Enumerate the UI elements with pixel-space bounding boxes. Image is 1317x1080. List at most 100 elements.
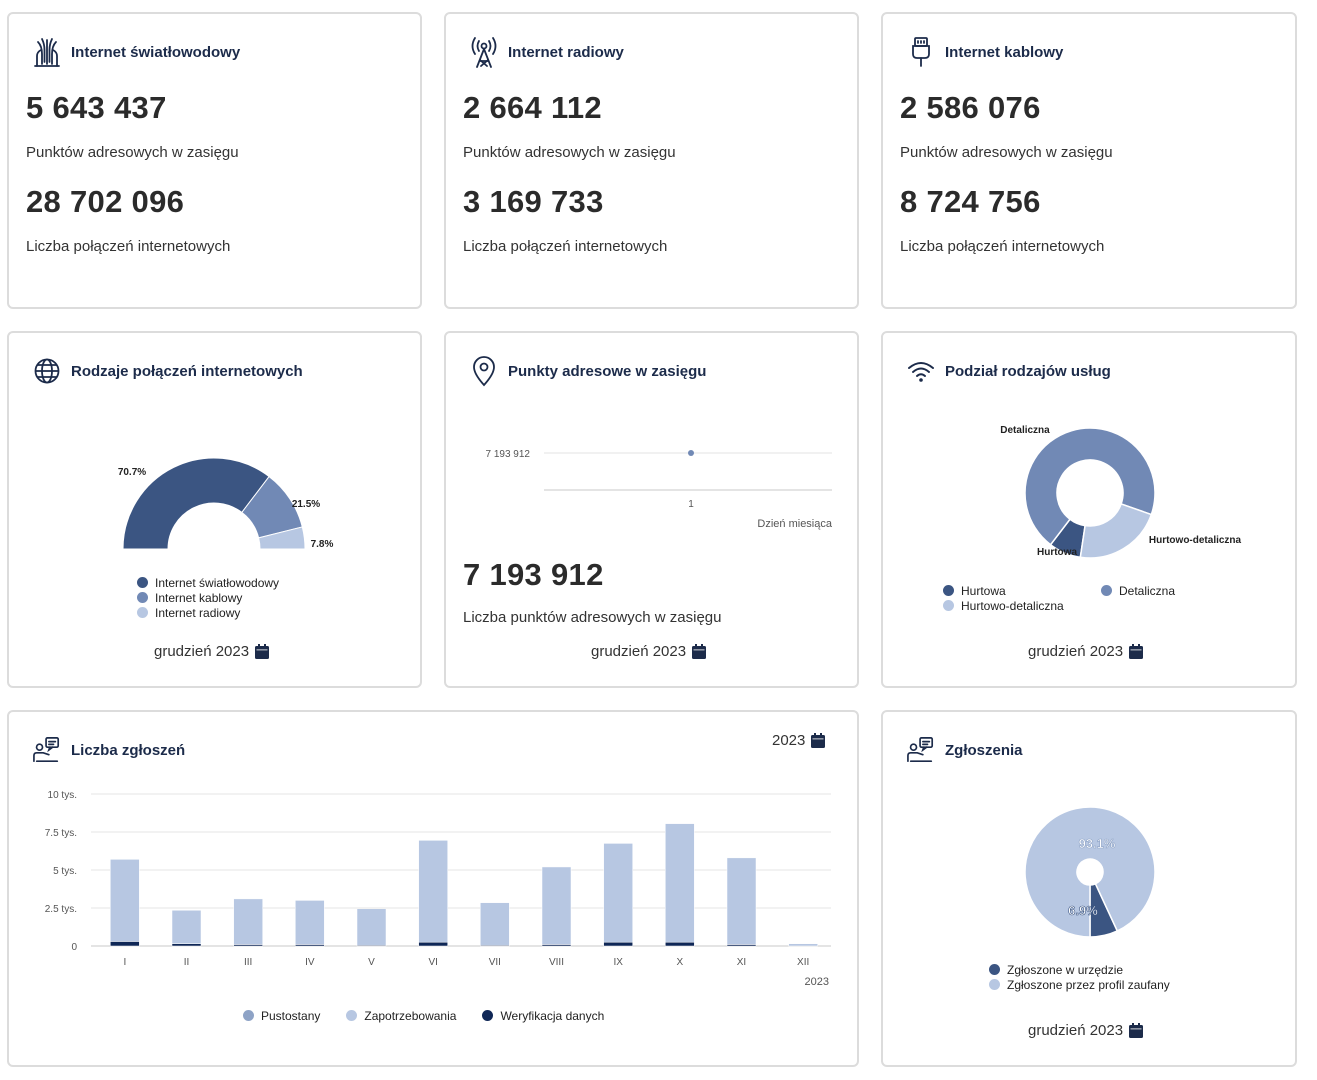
data-label: 93.1% [1079,836,1116,851]
submissions-card: Zgłoszenia 6.9% 93.1% Zgłoszone w urzędzi… [881,710,1297,1067]
calendar-icon[interactable] [811,733,826,748]
x-tick-label: V [368,957,375,968]
points-label: Punktów adresowych w zasięgu [900,144,1113,161]
data-label: 21.5% [292,499,320,510]
card-title: Liczba zgłoszeń [71,741,186,759]
data-label: Detaliczna [1000,425,1050,436]
date-selector[interactable]: grudzień 2023 [591,643,707,660]
legend-label: Pustostany [261,1008,321,1023]
donut-slice [1024,427,1156,546]
card-title: Punkty adresowe w zasięgu [508,362,707,380]
year-label: 2023 [772,732,806,749]
x-tick-label: X [676,957,683,968]
pie-slice [258,526,306,550]
x-tick-label: XII [797,957,809,968]
legend-label: Hurtowa [961,583,1006,598]
bar-segment [603,941,633,947]
date-selector[interactable]: grudzień 2023 [1028,643,1144,660]
legend-label: Zapotrzebowania [364,1008,457,1023]
reports-icon [907,737,934,763]
date-label: grudzień 2023 [154,643,250,660]
radio-tower-icon [471,37,497,68]
legend-item[interactable]: Zgłoszone w urzędzie [989,962,1170,977]
legend-item[interactable]: Zgłoszone przez profil zaufany [989,977,1170,992]
chart-legend: Zgłoszone w urzędzie Zgłoszone przez pro… [989,962,1170,992]
bar-segment [110,859,140,942]
legend-marker [989,979,1000,990]
connections-value: 28 702 096 [26,184,185,219]
legend-item[interactable]: Hurtowa [943,583,1101,598]
date-label: grudzień 2023 [591,643,687,660]
calendar-icon[interactable] [1129,1023,1144,1038]
connections-label: Liczba połączeń internetowych [900,238,1105,255]
legend-item[interactable]: Internet radiowy [137,605,279,620]
legend-marker [137,577,148,588]
date-label: grudzień 2023 [1028,643,1124,660]
chart-legend: Pustostany Zapotrzebowania Weryfikacja d… [243,1008,604,1023]
fiber-card: Internet światłowodowy 5 643 437 Punktów… [7,12,422,309]
bar-segment [171,943,202,947]
service-types-chart: Hurtowa Detaliczna Hurtowo-detaliczna [1000,425,1242,559]
card-title: Internet radiowy [508,43,624,61]
legend-label: Zgłoszone w urzędzie [1007,962,1124,977]
bar-segment [665,823,695,943]
bar-segment [295,900,325,945]
connections-value: 8 724 756 [900,184,1041,219]
calendar-icon[interactable] [255,644,270,659]
date-selector[interactable]: grudzień 2023 [1028,1022,1144,1039]
y-tick-label: 5 tys. [53,866,77,877]
legend-marker [137,607,148,618]
wifi-icon [908,362,934,382]
chart-legend: Internet światłowodowy Internet kablowy … [137,575,279,620]
legend-label: Hurtowo-detaliczna [961,598,1064,613]
chart-legend: Hurtowa Detaliczna Hurtowo-detaliczna [943,583,1243,613]
submissions-pie-chart: 6.9% 93.1% [1024,806,1156,938]
data-label: 6.9% [1068,903,1098,918]
radio-card: Internet radiowy 2 664 112 Punktów adres… [444,12,859,309]
card-title: Internet kablowy [945,43,1064,61]
reports-count-card: Liczba zgłoszeń 2023 0 2.5 tys. 5 tys. 7.5 … [7,710,859,1067]
legend-label: Internet światłowodowy [155,575,280,590]
bar-segment [726,857,757,945]
x-tick-label: II [184,957,190,968]
bar-segment [480,902,510,946]
connections-label: Liczba połączeń internetowych [26,238,231,255]
date-label: grudzień 2023 [1028,1022,1124,1039]
legend-marker [989,964,1000,975]
card-title: Podział rodzajów usług [945,362,1111,380]
address-points-chart: 7 193 912 1 Dzień miesiąca [486,449,833,530]
year-selector[interactable]: 2023 [772,732,826,749]
y-tick-label: 2.5 tys. [45,904,77,915]
bar-segment [665,941,695,947]
pie-slice [122,457,270,550]
legend-marker [137,592,148,603]
legend-item[interactable]: Pustostany [243,1008,320,1023]
bar-segment [603,843,633,943]
x-tick-label: IX [613,957,623,968]
legend-item[interactable]: Internet kablowy [137,590,279,605]
date-selector[interactable]: grudzień 2023 [154,643,270,660]
legend-item[interactable]: Hurtowo-detaliczna [943,598,1243,613]
x-tick-label: XI [737,957,746,968]
service-types-card: Podział rodzajów usług Hurtowa Detaliczna… [881,331,1297,688]
calendar-icon[interactable] [1129,644,1144,659]
legend-item[interactable]: Weryfikacja danych [482,1008,604,1023]
legend-item[interactable]: Internet światłowodowy [137,575,279,590]
bar-segment [171,910,202,944]
legend-label: Internet kablowy [155,590,243,605]
reports-bar-chart: 02.5 tys.5 tys.7.5 tys.10 tys.I II III IV V V… [45,790,831,988]
connections-value: 3 169 733 [463,184,604,219]
donut-slice [1024,806,1156,938]
legend-label: Weryfikacja danych [500,1008,605,1023]
connection-types-chart: 70.7% 21.5% 7.8% [118,457,334,550]
data-label: 7.8% [311,539,334,550]
data-label: Hurtowo-detaliczna [1149,535,1242,546]
legend-item[interactable]: Detaliczna [1101,583,1175,598]
y-tick-label: 10 tys. [48,790,77,801]
calendar-icon[interactable] [692,644,707,659]
legend-item[interactable]: Zapotrzebowania [346,1008,456,1023]
data-label: Hurtowa [1037,547,1077,558]
legend-marker [943,600,954,611]
card-title: Zgłoszenia [945,741,1023,759]
points-value: 2 664 112 [463,90,602,125]
